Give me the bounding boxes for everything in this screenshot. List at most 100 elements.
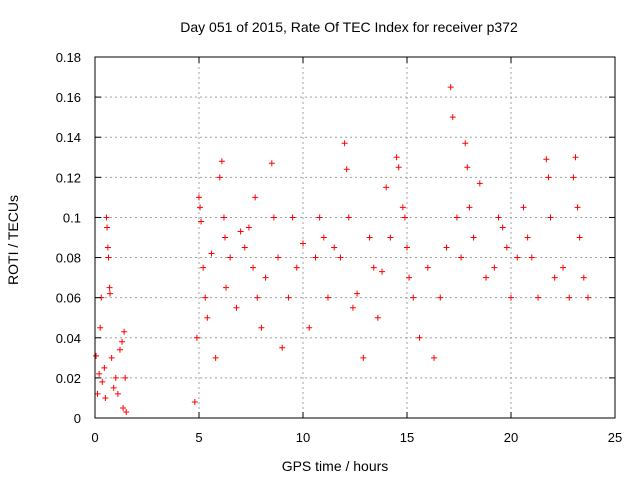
x-tick-label: 15 [400,430,414,445]
data-point [360,354,367,361]
data-point [483,274,490,281]
data-point [331,244,338,251]
y-tick-label: 0.1 [63,210,81,225]
data-point [447,84,454,91]
data-point [324,294,331,301]
data-point [453,214,460,221]
data-point [491,264,498,271]
data-point [545,174,552,181]
data-point [466,204,473,211]
data-point [580,274,587,281]
data-point [449,114,456,121]
data-point [499,224,506,231]
data-point [252,194,259,201]
data-point [551,274,558,281]
tick-marks [94,56,616,419]
data-point [120,404,127,411]
data-point [574,204,581,211]
data-point [254,294,261,301]
data-point [97,324,104,331]
data-point [101,364,108,371]
data-point [233,304,240,311]
data-point [108,354,115,361]
y-tick-label: 0.18 [56,50,81,65]
data-point [237,228,244,235]
x-tick-label: 10 [296,430,310,445]
data-point [383,184,390,191]
data-point [275,254,282,261]
data-point [320,234,327,241]
data-point [245,224,252,231]
data-point [220,214,227,221]
data-point [312,254,319,261]
data-point [337,254,344,261]
data-point [223,284,230,291]
data-point [218,158,225,165]
data-point [191,398,198,405]
data-point [464,164,471,171]
data-point [241,244,248,251]
data-point [547,214,554,221]
data-point [262,274,269,281]
data-point [102,394,109,401]
data-point [110,384,117,391]
data-point [535,294,542,301]
data-point [106,284,113,291]
data-point [476,180,483,187]
data-point [416,334,423,341]
data-point [393,154,400,161]
data-point [528,254,535,261]
data-point [198,218,205,225]
data-point [300,240,306,247]
data-point [508,294,514,301]
data-point [470,234,477,241]
data-point [270,214,277,221]
data-point [503,244,510,251]
x-tick-label: 5 [195,430,202,445]
data-point [566,294,573,301]
data-point [379,268,386,275]
data-point [520,204,527,211]
data-point [96,370,103,377]
data-point [99,378,106,385]
y-tick-label: 0.02 [56,371,81,386]
data-point [208,250,215,257]
data-point [387,234,394,241]
data-point [258,324,265,331]
data-point [424,264,431,271]
data-point [443,244,450,251]
data-point [279,344,286,351]
data-point [202,294,209,301]
data-point [285,294,292,301]
x-tick-label: 20 [504,430,518,445]
data-point [431,354,438,361]
data-point [250,264,257,271]
data-point [104,224,111,231]
data-point [570,174,577,181]
data-point [293,264,300,271]
data-point [93,352,100,359]
data-point [105,254,112,261]
data-point [572,154,579,161]
grid-lines [95,57,615,418]
data-point [366,234,373,241]
y-tick-label: 0.16 [56,90,81,105]
data-point [543,156,550,163]
y-tick-label: 0.04 [56,331,81,346]
data-point [349,304,356,311]
y-tick-label: 0.14 [56,130,81,145]
data-point [399,204,406,211]
x-axis-label: GPS time / hours [282,458,389,474]
data-point [106,290,113,297]
data-points [93,84,591,415]
x-tick-label: 0 [91,430,98,445]
data-point [114,390,121,397]
data-point [584,294,591,301]
data-point [370,264,377,271]
data-point [104,244,111,251]
data-point [514,254,521,261]
data-point [576,234,583,241]
chart-title: Day 051 of 2015, Rate Of TEC Index for r… [180,19,518,35]
data-point [458,254,465,261]
